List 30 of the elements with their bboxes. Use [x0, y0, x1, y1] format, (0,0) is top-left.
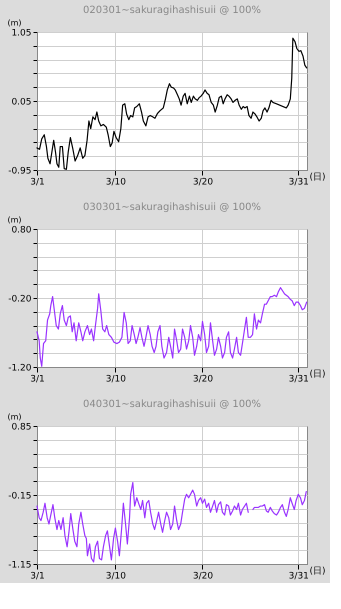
- x-axis-title: (日): [310, 172, 326, 182]
- y-tick-label: 1.05: [11, 28, 32, 38]
- x-axis-title: (日): [310, 370, 326, 380]
- chart-title: 020301~sakuragihashisuii @ 100%: [83, 5, 261, 16]
- y-tick-label: 0.05: [11, 98, 32, 108]
- chart-title: 030301~sakuragihashisuii @ 100%: [83, 202, 261, 213]
- y-tick-label: 0.80: [11, 226, 32, 236]
- y-axis-title: (m): [8, 18, 22, 28]
- x-tick-label: 3/1: [30, 374, 45, 384]
- y-tick-label: -1.15: [8, 560, 32, 570]
- x-tick-label: 3/31: [288, 572, 309, 582]
- y-axis-title: (m): [8, 216, 22, 224]
- y-tick-label: -0.95: [8, 166, 32, 176]
- x-tick-label: 3/10: [106, 572, 126, 582]
- x-tick-label: 3/1: [30, 572, 45, 582]
- x-tick-label: 3/20: [192, 374, 214, 384]
- x-tick-label: 3/1: [30, 178, 45, 188]
- y-axis-title: (m): [8, 412, 22, 422]
- y-tick-label: -0.20: [8, 294, 32, 304]
- x-axis-title: (日): [310, 566, 326, 576]
- x-tick-label: 3/20: [192, 178, 214, 188]
- x-tick-label: 3/10: [106, 374, 126, 384]
- chart-title: 040301~sakuragihashisuii @ 100%: [83, 399, 261, 410]
- x-tick-label: 3/20: [192, 572, 214, 582]
- x-tick-label: 3/31: [288, 374, 309, 384]
- y-tick-label: 0.85: [11, 422, 32, 432]
- y-tick-label: -1.20: [8, 364, 32, 374]
- x-tick-label: 3/31: [288, 178, 309, 188]
- y-tick-label: -0.15: [8, 492, 32, 502]
- x-tick-label: 3/10: [106, 178, 126, 188]
